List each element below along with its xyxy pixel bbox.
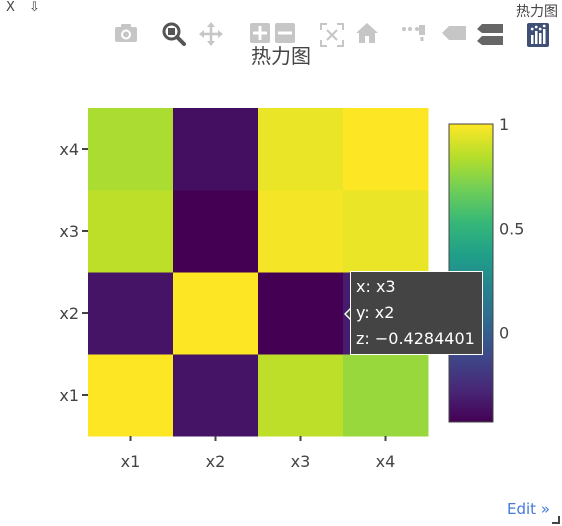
- zoom-out-icon[interactable]: [274, 22, 296, 44]
- x-tick-label: x1: [121, 452, 141, 471]
- heatmap-cell-x2-x4[interactable]: [173, 108, 259, 191]
- spike-lines-icon[interactable]: [402, 22, 428, 46]
- home-icon[interactable]: [355, 22, 379, 44]
- heatmap-cell-x1-x2[interactable]: [88, 272, 174, 355]
- close-button[interactable]: X: [6, 0, 15, 15]
- heatmap-cell-x3-x2[interactable]: [258, 272, 344, 355]
- x-tick-label: x4: [376, 452, 396, 471]
- modebar: [108, 22, 553, 52]
- heatmap-cell-x4-x3[interactable]: [343, 190, 429, 273]
- y-tick-label: x2: [59, 304, 79, 323]
- zoom-in-icon[interactable]: [249, 22, 271, 44]
- colorbar-tick-label: 1: [499, 115, 509, 134]
- y-tick-label: x3: [59, 222, 79, 241]
- zoom-icon[interactable]: [162, 22, 186, 46]
- y-tick-label: x4: [59, 140, 79, 159]
- heatmap-cell-x1-x3[interactable]: [88, 190, 174, 273]
- x-tick-label: x2: [206, 452, 226, 471]
- window-controls: X ⇩: [6, 0, 50, 15]
- heatmap-cell-x4-x1[interactable]: [343, 354, 429, 437]
- hover-compare-icon[interactable]: [476, 22, 504, 48]
- autoscale-icon[interactable]: [319, 22, 345, 48]
- resize-handle[interactable]: [552, 516, 560, 524]
- heatmap-cell-x1-x1[interactable]: [88, 354, 174, 437]
- tooltip-z: z: −0.4284401: [356, 329, 475, 348]
- heatmap-cell-x2-x3[interactable]: [173, 190, 259, 273]
- colorbar-tick-label: 0.5: [499, 219, 524, 238]
- tooltip-x: x: x3: [356, 277, 396, 296]
- colorbar-tick-label: 0: [499, 324, 509, 343]
- tooltip-y: y: x2: [356, 303, 395, 322]
- heatmap-cell-x3-x4[interactable]: [258, 108, 344, 191]
- hover-tooltip: x: x3 y: x2 z: −0.4284401: [344, 271, 483, 355]
- window-title: 热力图: [516, 4, 558, 20]
- y-tick-label: x1: [59, 386, 79, 405]
- camera-icon[interactable]: [114, 22, 138, 44]
- edit-link[interactable]: Edit »: [507, 500, 550, 518]
- heatmap-cell-x3-x3[interactable]: [258, 190, 344, 273]
- plotly-logo-icon[interactable]: [526, 22, 550, 48]
- heatmap-cell-x2-x1[interactable]: [173, 354, 259, 437]
- pan-icon[interactable]: [199, 22, 223, 46]
- heatmap-cell-x4-x4[interactable]: [343, 108, 429, 191]
- chart-title: 热力图: [251, 44, 311, 68]
- hover-closest-icon[interactable]: [441, 22, 467, 44]
- heatmap-cell-x1-x4[interactable]: [88, 108, 174, 191]
- heatmap-cell-x3-x1[interactable]: [258, 354, 344, 437]
- x-tick-label: x3: [291, 452, 311, 471]
- pin-icon[interactable]: ⇩: [29, 0, 40, 15]
- heatmap-cell-x2-x2[interactable]: [173, 272, 259, 355]
